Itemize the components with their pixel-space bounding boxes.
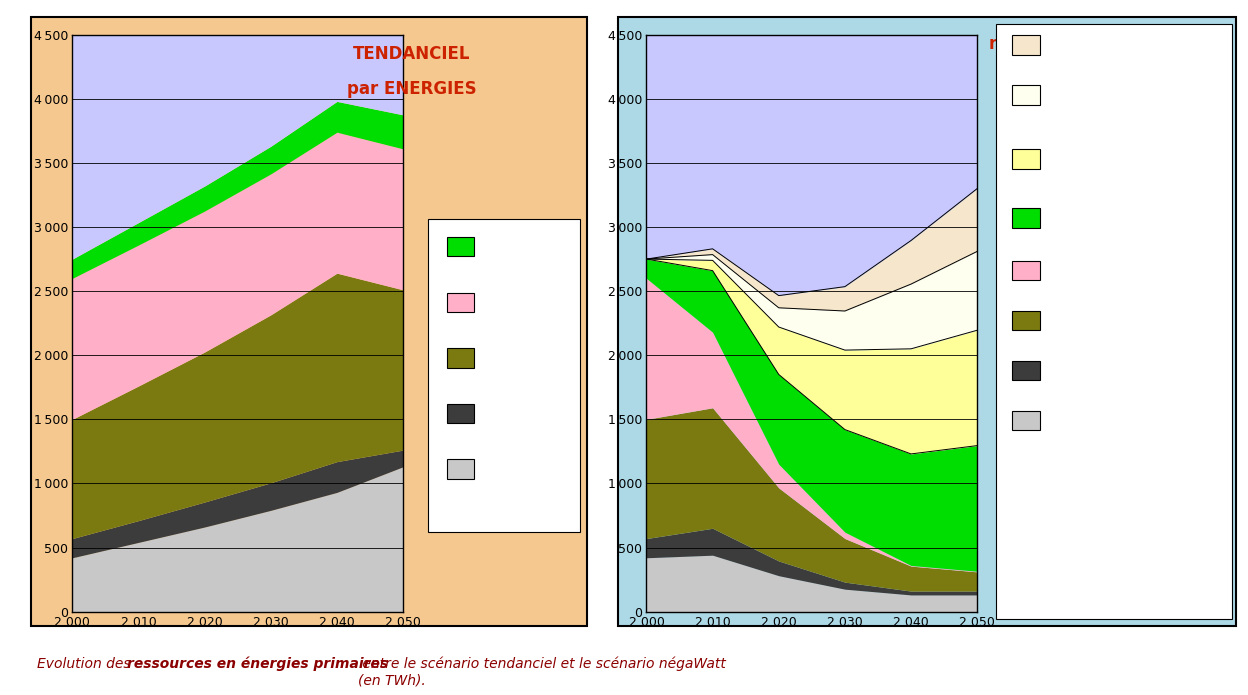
Text: Uranium: Uranium — [1050, 264, 1103, 277]
Text: Efficacité sur
offre: Efficacité sur offre — [1050, 81, 1132, 109]
Text: Charbon: Charbon — [1050, 364, 1102, 377]
Text: ressources en énergies primaires: ressources en énergies primaires — [127, 657, 388, 671]
Text: négaWatt 2006: négaWatt 2006 — [990, 35, 1132, 54]
Text: Evolution des: Evolution des — [37, 657, 136, 671]
Text: Sobriété: Sobriété — [1050, 39, 1102, 51]
Text: Renouvelables: Renouvelables — [1050, 212, 1141, 224]
Text: par ENERGIES: par ENERGIES — [347, 80, 477, 98]
Text: TENDANCIEL: TENDANCIEL — [353, 45, 470, 63]
Text: Gaz: Gaz — [1050, 414, 1073, 427]
Text: Pétrole: Pétrole — [1050, 314, 1093, 327]
Text: Efficacité
demande: Efficacité demande — [1050, 145, 1108, 173]
Text: Charbon: Charbon — [484, 407, 537, 420]
Text: par ENERGIES: par ENERGIES — [996, 70, 1126, 88]
Text: Pétrole: Pétrole — [484, 352, 528, 364]
Text: Gaz: Gaz — [484, 463, 508, 475]
Text: Uranium: Uranium — [484, 296, 538, 309]
Text: entre le scénario tendanciel et le scénario négaWatt
(en TWh).: entre le scénario tendanciel et le scéna… — [358, 657, 726, 687]
Text: Renouvelables: Renouvelables — [484, 240, 575, 253]
